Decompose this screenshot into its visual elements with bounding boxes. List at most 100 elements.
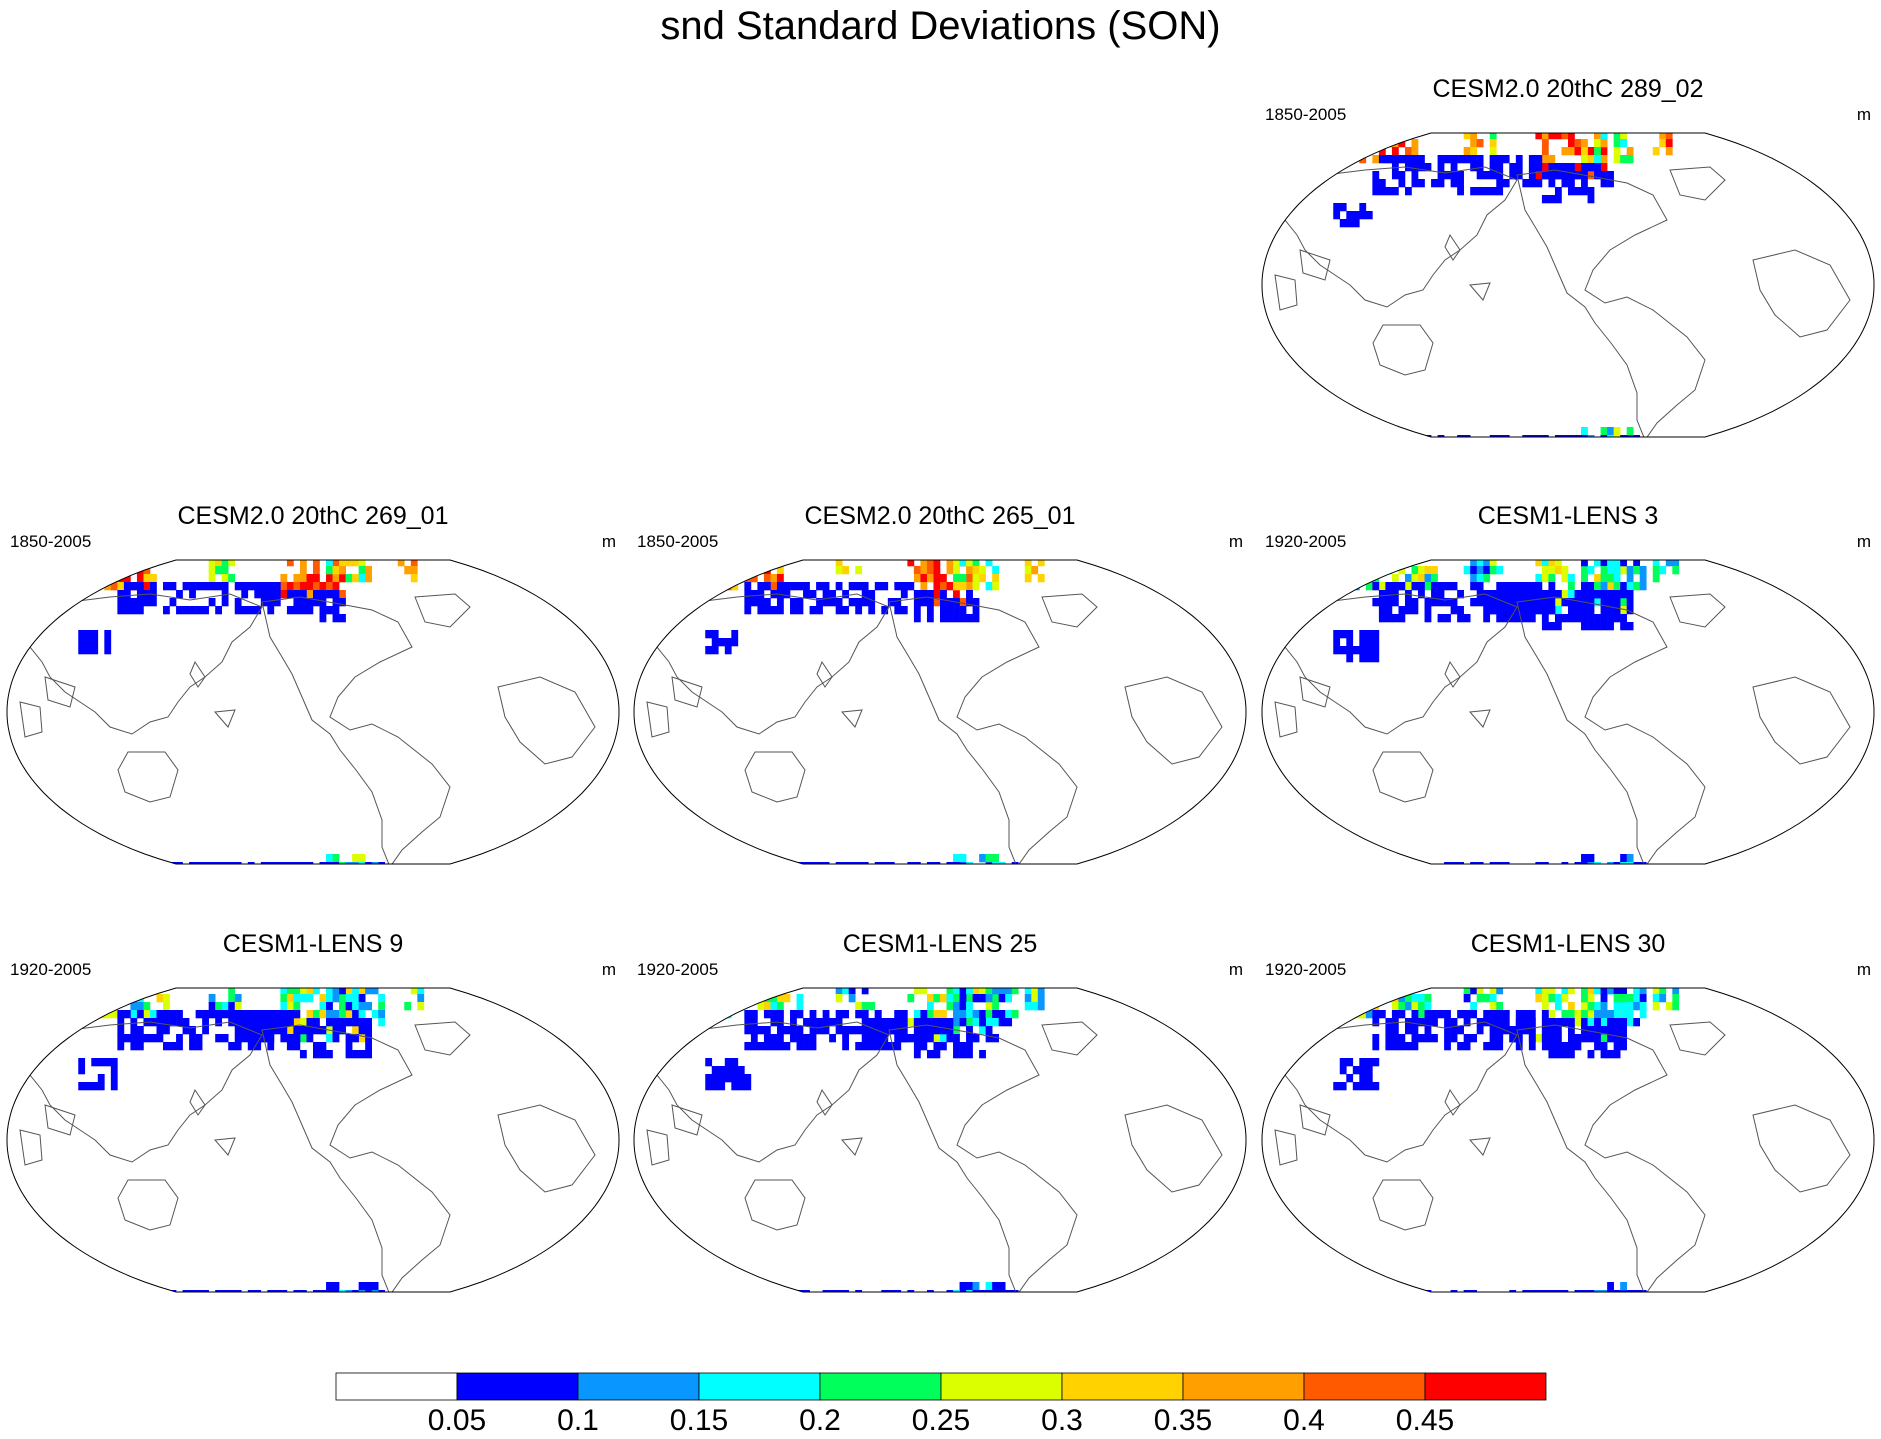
- grid-cell: [959, 1050, 967, 1059]
- grid-cell: [345, 1002, 353, 1011]
- grid-cell: [1613, 1018, 1621, 1027]
- coastline: [1124, 1104, 1223, 1193]
- grid-cell: [1626, 1018, 1634, 1027]
- grid-cell: [1581, 574, 1588, 583]
- grid-cell: [215, 582, 223, 591]
- grid-cell: [1470, 582, 1478, 591]
- grid-cell: [1581, 1018, 1588, 1027]
- grid-cell: [293, 550, 300, 558]
- grid-cell: [1633, 870, 1640, 878]
- grid-cell: [992, 862, 999, 864]
- grid-cell: [1398, 155, 1406, 164]
- grid-cell: [1541, 988, 1549, 995]
- grid-cell: [901, 870, 908, 878]
- grid-cell: [750, 994, 758, 1003]
- grid-cell: [1450, 1018, 1458, 1027]
- grid-cell: [333, 1306, 340, 1314]
- grid-cell: [737, 862, 745, 864]
- grid-cell: [1627, 1298, 1634, 1306]
- grid-cell: [1607, 1306, 1614, 1314]
- grid-cell: [1496, 187, 1504, 196]
- grid-cell: [966, 574, 973, 583]
- grid-cell: [868, 606, 876, 615]
- grid-cell: [1568, 133, 1575, 140]
- grid-cell: [228, 1042, 236, 1051]
- grid-cell: [881, 1026, 889, 1035]
- grid-cell: [1548, 123, 1555, 131]
- grid-cell: [776, 862, 784, 864]
- grid-cell: [1607, 443, 1614, 451]
- grid-cell: [1601, 550, 1608, 558]
- grid-cell: [286, 1026, 294, 1035]
- grid-cell: [763, 1034, 771, 1043]
- grid-cell: [1359, 1314, 1366, 1322]
- grid-cell: [150, 1314, 157, 1322]
- grid-cell: [1503, 1306, 1510, 1314]
- grid-cell: [1554, 622, 1562, 631]
- grid-cell: [215, 606, 223, 615]
- grid-cell: [855, 870, 862, 878]
- grid-cell: [1594, 1010, 1601, 1019]
- grid-cell: [1548, 978, 1555, 986]
- grid-cell: [1359, 994, 1367, 1003]
- grid-cell: [1509, 1306, 1516, 1314]
- grid-cell: [1366, 451, 1373, 459]
- grid-cell: [1391, 1042, 1399, 1051]
- grid-cell: [946, 988, 954, 995]
- grid-cell: [849, 878, 856, 886]
- grid-cell: [1541, 1042, 1549, 1051]
- grid-cell: [1496, 459, 1503, 467]
- coastline: [646, 1129, 670, 1166]
- grid-cell: [248, 878, 255, 886]
- grid-cell: [1588, 1298, 1595, 1306]
- grid-cell: [1561, 1306, 1568, 1314]
- grid-cell: [332, 566, 340, 575]
- grid-cell: [273, 582, 281, 591]
- grid-cell: [1359, 1058, 1367, 1067]
- grid-cell: [1450, 163, 1458, 172]
- grid-cell: [332, 614, 340, 623]
- grid-cell: [339, 988, 346, 995]
- grid-cell: [1418, 566, 1425, 575]
- grid-cell: [731, 638, 739, 647]
- grid-cell: [855, 1002, 863, 1011]
- grid-cell: [940, 1306, 947, 1314]
- grid-cell: [1568, 1314, 1575, 1322]
- grid-cell: [953, 590, 960, 599]
- grid-cell: [862, 886, 869, 894]
- grid-cell: [1365, 1074, 1373, 1083]
- grid-cell: [731, 1290, 739, 1292]
- grid-cell: [1535, 1314, 1542, 1322]
- grid-cell: [306, 886, 313, 894]
- grid-cell: [1385, 606, 1393, 615]
- grid-cell: [137, 1298, 144, 1306]
- grid-cell: [1509, 451, 1516, 459]
- grid-cell: [293, 590, 301, 599]
- grid-cell: [1620, 1042, 1627, 1051]
- grid-cell: [946, 994, 954, 1003]
- grid-cell: [1640, 886, 1647, 894]
- grid-cell: [345, 1018, 353, 1027]
- grid-cell: [1438, 1298, 1445, 1306]
- grid-cell: [358, 854, 366, 863]
- grid-cell: [326, 606, 333, 615]
- grid-cell: [764, 1306, 771, 1314]
- grid-cell: [365, 1042, 372, 1051]
- grid-cell: [1535, 582, 1543, 591]
- grid-cell: [711, 1082, 719, 1091]
- grid-cell: [189, 1026, 196, 1035]
- grid-cell: [1627, 978, 1634, 986]
- grid-cell: [352, 560, 359, 567]
- grid-cell: [933, 1050, 941, 1059]
- grid-cell: [130, 1034, 138, 1043]
- grid-cell: [345, 574, 353, 583]
- grid-cell: [1548, 1018, 1556, 1027]
- grid-cell: [1665, 147, 1673, 156]
- grid-cell: [1502, 614, 1510, 623]
- grid-cell: [1398, 606, 1406, 615]
- grid-cell: [1568, 598, 1575, 607]
- grid-cell: [248, 870, 255, 878]
- grid-cell: [1620, 1018, 1627, 1027]
- grid-cell: [286, 994, 294, 1003]
- grid-cell: [195, 1034, 203, 1043]
